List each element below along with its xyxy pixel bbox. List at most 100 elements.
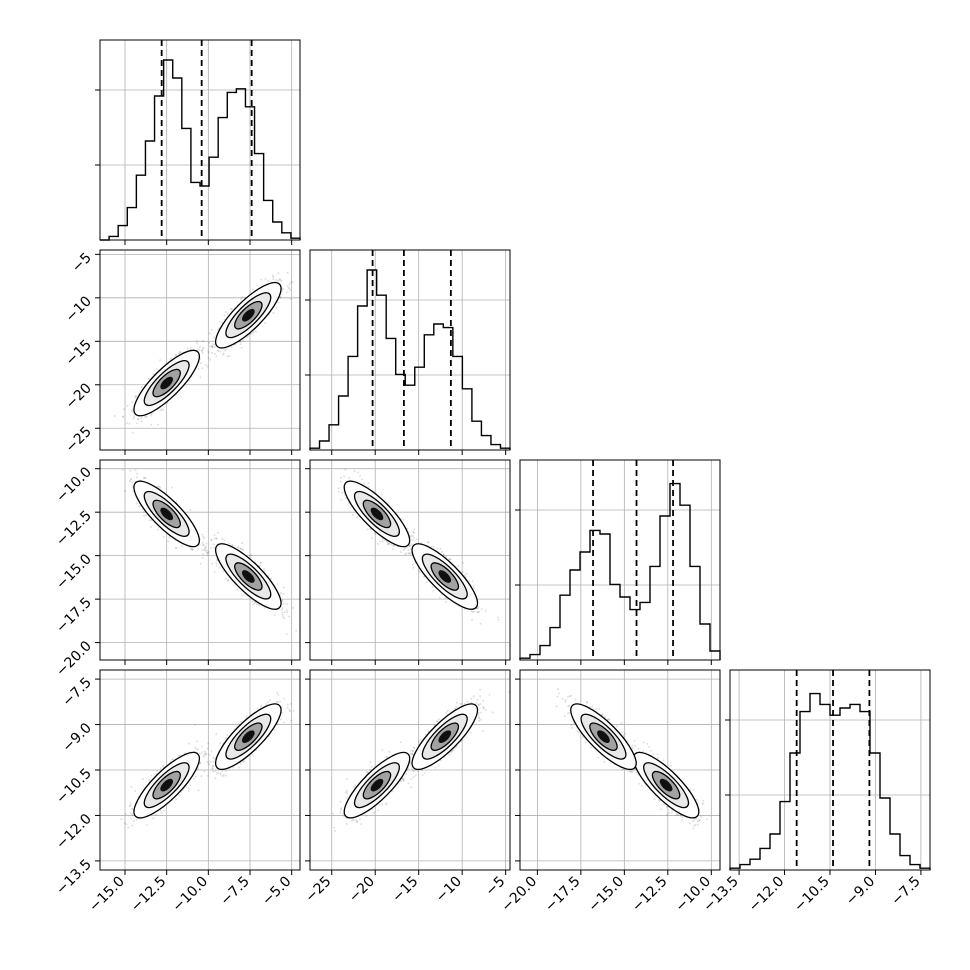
scatter-point <box>228 542 231 545</box>
scatter-point <box>201 541 204 544</box>
scatter-point <box>262 568 265 570</box>
scatter-point <box>224 349 227 352</box>
scatter-point <box>223 538 226 541</box>
scatter-point <box>215 564 218 567</box>
scatter-point <box>484 609 487 612</box>
scatter-point <box>225 311 228 314</box>
scatter-point <box>140 386 143 389</box>
scatter-point <box>209 358 212 361</box>
scatter-point <box>174 547 177 550</box>
scatter-point <box>206 365 209 368</box>
scatter-point <box>240 346 243 349</box>
scatter-point <box>275 279 277 282</box>
scatter-point <box>215 559 218 562</box>
scatter-point <box>280 592 282 594</box>
scatter-point <box>171 486 174 489</box>
scatter-point <box>264 277 267 280</box>
scatter-point <box>229 307 232 310</box>
scatter-point <box>134 469 137 472</box>
scatter-point <box>272 312 275 315</box>
scatter-point <box>276 583 279 586</box>
scatter-point <box>162 536 165 538</box>
scatter-point <box>461 562 464 564</box>
scatter-point <box>286 285 289 288</box>
scatter-point <box>236 588 239 591</box>
scatter-point <box>210 328 213 331</box>
scatter-point <box>174 354 177 357</box>
scatter-point <box>285 609 288 612</box>
scatter-point <box>204 548 207 550</box>
scatter-point <box>210 352 213 354</box>
scatter-point <box>281 598 284 601</box>
scatter-point <box>351 513 354 516</box>
scatter-point <box>113 415 116 417</box>
scatter-point <box>254 330 257 333</box>
scatter-point <box>161 408 163 411</box>
scatter-point <box>227 579 229 582</box>
scatter-point <box>205 551 208 554</box>
scatter-point <box>217 350 219 353</box>
scatter-point <box>201 533 204 536</box>
scatter-point <box>225 348 228 351</box>
scatter-point <box>241 295 244 298</box>
scatter-point <box>292 606 294 609</box>
scatter-point <box>213 345 216 348</box>
scatter-point <box>241 542 244 545</box>
scatter-point <box>288 283 291 286</box>
scatter-point <box>230 346 233 349</box>
scatter-point <box>143 511 145 513</box>
scatter-point <box>210 538 213 541</box>
scatter-point <box>412 566 415 569</box>
scatter-point <box>134 395 137 398</box>
scatter-point <box>228 355 231 357</box>
scatter-point <box>212 343 215 346</box>
scatter-point <box>199 562 202 565</box>
scatter-point <box>259 561 262 564</box>
scatter-point <box>341 491 344 494</box>
scatter-point <box>353 470 356 473</box>
scatter-point <box>272 278 275 281</box>
scatter-point <box>392 544 395 547</box>
scatter-point <box>211 345 214 348</box>
axes-frame <box>309 249 511 451</box>
scatter-point <box>199 362 202 365</box>
scatter-point <box>213 352 216 355</box>
scatter-point <box>202 553 205 555</box>
scatter-point <box>167 540 170 543</box>
scatter-point <box>189 509 192 511</box>
scatter-point <box>135 422 138 425</box>
scatter-point <box>219 350 222 353</box>
scatter-point <box>439 547 442 550</box>
scatter-point <box>471 618 473 621</box>
hist-panel-p1 <box>305 249 511 455</box>
scatter-point <box>337 487 340 490</box>
scatter-point <box>208 341 211 344</box>
scatter-point <box>140 420 143 423</box>
scatter-point <box>177 352 180 355</box>
scatter-point <box>150 423 153 426</box>
scatter-point <box>200 349 203 352</box>
scatter-point <box>162 408 165 411</box>
scatter-point <box>136 472 139 475</box>
scatter-point <box>133 416 136 418</box>
scatter-point <box>148 519 151 522</box>
scatter-point <box>289 298 292 300</box>
scatter-point <box>131 481 133 484</box>
scatter-point <box>241 594 244 597</box>
scatter-point <box>189 548 192 551</box>
scatter-point <box>201 349 204 352</box>
scatter-point <box>222 352 225 355</box>
scatter-point <box>213 546 216 549</box>
scatter-point <box>152 373 155 376</box>
scatter-point <box>156 528 159 531</box>
scatter-point <box>431 589 434 592</box>
scatter-point <box>197 367 200 370</box>
scatter-point <box>213 336 215 339</box>
scatter-point <box>402 548 405 551</box>
scatter-point <box>131 431 134 434</box>
scatter-point <box>275 306 278 309</box>
scatter-point <box>197 548 200 551</box>
scatter-point <box>226 355 229 358</box>
scatter-point <box>279 279 281 282</box>
scatter-point <box>126 422 128 425</box>
